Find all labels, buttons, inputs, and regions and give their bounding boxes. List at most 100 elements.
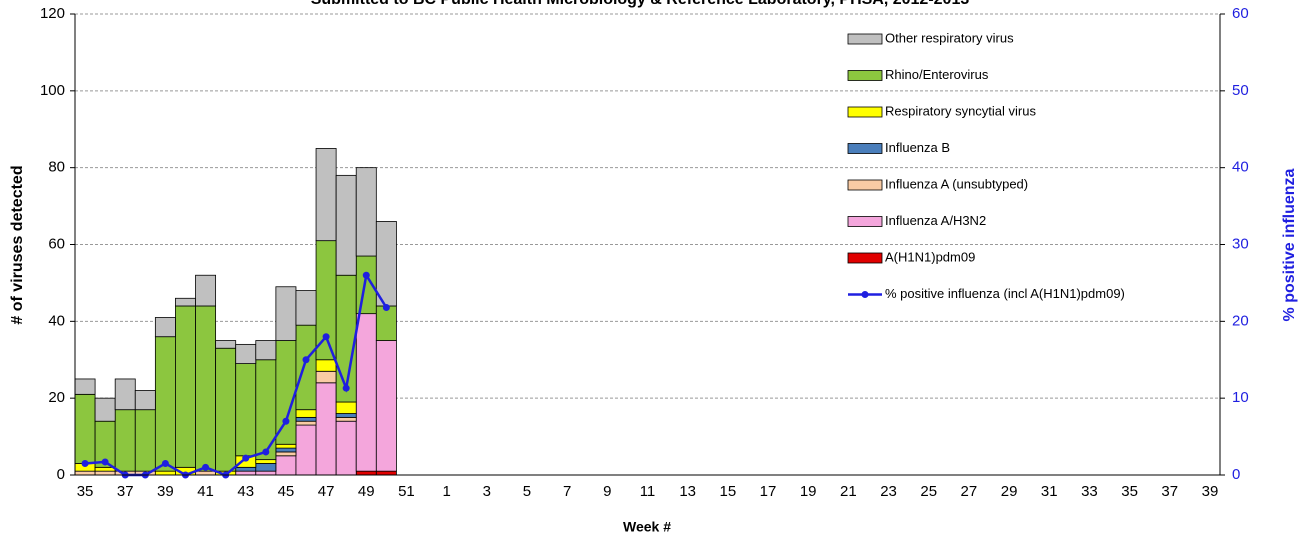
bar-segment — [195, 274, 217, 307]
x-tick-label: 1 — [442, 483, 450, 500]
chart-title: Submitted to BC Public Health Microbiolo… — [311, 0, 970, 8]
legend-label: Respiratory syncytial virus — [885, 103, 1036, 118]
bar-segment — [114, 409, 136, 472]
bar-segment — [315, 240, 337, 361]
line-marker — [202, 463, 210, 471]
bar-segment — [74, 378, 96, 395]
bar-segment — [355, 470, 377, 476]
x-tick-label: 25 — [920, 483, 937, 500]
bar-segment — [255, 459, 277, 464]
bar-segment — [295, 324, 317, 411]
x-tick-label: 15 — [720, 483, 737, 500]
legend-key — [847, 252, 883, 264]
y-tick-label: 60 — [48, 235, 65, 252]
y2-axis-label: % positive influenza — [1281, 168, 1298, 321]
x-tick-label: 11 — [640, 483, 656, 500]
x-tick-label: 29 — [1001, 483, 1018, 500]
y-tick-label: 20 — [48, 389, 65, 406]
bar-segment — [114, 378, 136, 411]
y2-tick-label: 30 — [1232, 235, 1249, 252]
bar-segment — [154, 336, 176, 472]
bar-segment — [315, 382, 337, 476]
legend-label: Influenza A (unsubtyped) — [885, 176, 1028, 191]
bar-segment — [275, 443, 297, 449]
y-tick-label: 80 — [48, 159, 65, 176]
y-tick-label: 100 — [40, 82, 65, 99]
x-tick-label: 19 — [800, 483, 817, 500]
x-tick-label: 7 — [563, 483, 571, 500]
bar-segment — [315, 148, 337, 242]
legend-label: Rhino/Enterovirus — [885, 67, 989, 82]
x-tick-label: 17 — [760, 483, 777, 500]
legend-label: Influenza A/H3N2 — [885, 213, 986, 228]
bar-segment — [175, 305, 196, 468]
x-tick-label: 27 — [961, 483, 978, 500]
x-tick-label: 49 — [358, 483, 375, 500]
legend-label: % positive influenza (incl A(H1N1)pdm09) — [885, 286, 1125, 301]
legend-label: Influenza B — [885, 140, 950, 155]
bar-segment — [235, 466, 257, 472]
bar-segment — [195, 305, 217, 472]
y2-tick-label: 20 — [1232, 312, 1249, 329]
bar-segment — [255, 463, 277, 472]
bar-segment — [255, 470, 277, 476]
y2-tick-label: 10 — [1232, 389, 1249, 406]
bar-segment — [375, 340, 397, 472]
line-marker — [262, 448, 270, 456]
x-tick-label: 39 — [157, 483, 174, 500]
line-marker — [322, 333, 330, 341]
x-tick-label: 47 — [318, 483, 335, 500]
bar-segment — [335, 401, 357, 414]
legend-key — [847, 179, 883, 191]
bar-segment — [94, 470, 116, 476]
bar-segment — [295, 424, 317, 476]
bar-segment — [335, 413, 357, 418]
x-tick-label: 5 — [523, 483, 531, 500]
x-tick-label: 37 — [1161, 483, 1178, 500]
bar-segment — [255, 359, 277, 461]
bar-segment — [154, 470, 176, 476]
bar-segment — [315, 370, 337, 384]
x-tick-label: 35 — [77, 483, 94, 500]
line-marker — [302, 356, 310, 364]
line-marker — [81, 459, 89, 467]
bar-segment — [295, 420, 317, 426]
y-tick-label: 0 — [57, 466, 65, 483]
bar-segment — [275, 286, 297, 341]
bar-segment — [235, 470, 257, 476]
x-tick-label: 37 — [117, 483, 134, 500]
bar-segment — [74, 470, 96, 476]
x-tick-label: 23 — [880, 483, 897, 500]
bar-segment — [295, 416, 317, 422]
bar-segment — [175, 297, 196, 307]
legend-key — [847, 33, 883, 45]
bar-segment — [375, 305, 397, 341]
bar-segment — [275, 455, 297, 476]
legend-key — [847, 143, 883, 154]
line-marker — [242, 454, 250, 462]
bar-segment — [154, 317, 176, 338]
bar-segment — [275, 340, 297, 445]
bar-segment — [295, 290, 317, 326]
bar-segment — [275, 447, 297, 453]
bar-segment — [94, 397, 116, 422]
x-axis-label: Week # — [623, 519, 671, 535]
legend-key — [847, 106, 883, 118]
bar-segment — [375, 470, 397, 476]
bar-segment — [335, 174, 357, 276]
bar-segment — [335, 416, 357, 422]
bar-segment — [235, 363, 257, 457]
bar-segment — [195, 470, 217, 476]
x-tick-label: 13 — [679, 483, 696, 500]
line-marker — [282, 417, 290, 425]
line-marker — [101, 458, 109, 466]
x-tick-label: 43 — [237, 483, 254, 500]
bar-segment — [215, 340, 237, 349]
bar-segment — [235, 343, 257, 364]
legend-key — [847, 70, 883, 81]
y-axis-label: # of viruses detected — [9, 165, 26, 324]
y-tick-label: 120 — [40, 5, 65, 22]
y2-tick-label: 40 — [1232, 159, 1249, 176]
bar-segment — [355, 167, 377, 257]
